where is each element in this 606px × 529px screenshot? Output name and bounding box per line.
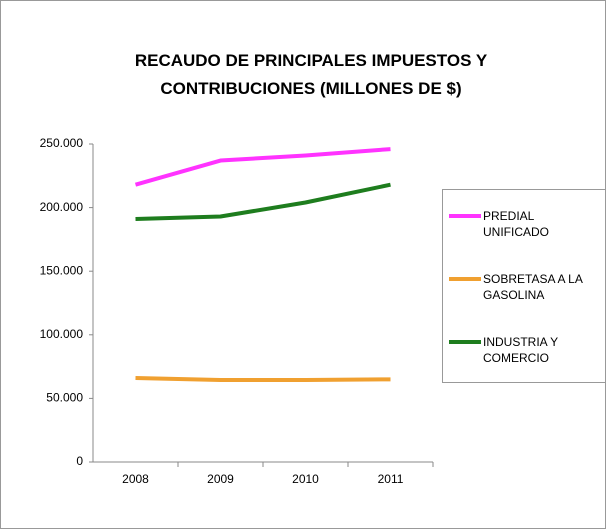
y-tick-label: 0	[76, 454, 83, 468]
y-tick-label: 50.000	[46, 391, 83, 405]
x-tick-label: 2011	[378, 472, 404, 486]
x-tick-label: 2008	[122, 472, 149, 486]
legend-item: SOBRETASA A LA GASOLINA	[449, 271, 601, 303]
legend: PREDIAL UNIFICADO SOBRETASA A LA GASOLINA…	[442, 189, 605, 383]
legend-swatch	[449, 277, 481, 281]
y-tick-label: 100.000	[40, 327, 84, 341]
x-tick-label: 2009	[207, 472, 234, 486]
legend-label: PREDIAL UNIFICADO	[483, 209, 549, 239]
series-line	[135, 182, 391, 222]
series-line	[135, 376, 391, 382]
x-tick-label: 2010	[292, 472, 319, 486]
legend-swatch	[449, 340, 481, 344]
legend-swatch	[449, 214, 481, 218]
y-tick-label: 200.000	[40, 200, 84, 214]
chart-title: RECAUDO DE PRINCIPALES IMPUESTOS Y CONTR…	[134, 51, 488, 98]
legend-item: PREDIAL UNIFICADO	[449, 208, 601, 240]
series-line	[134, 147, 391, 187]
legend-label: SOBRETASA A LA GASOLINA	[483, 272, 583, 302]
legend-label: INDUSTRIA Y COMERCIO	[483, 335, 558, 365]
y-tick-label: 250.000	[40, 136, 84, 150]
legend-item: INDUSTRIA Y COMERCIO	[449, 334, 601, 366]
y-tick-label: 150.000	[40, 263, 84, 277]
